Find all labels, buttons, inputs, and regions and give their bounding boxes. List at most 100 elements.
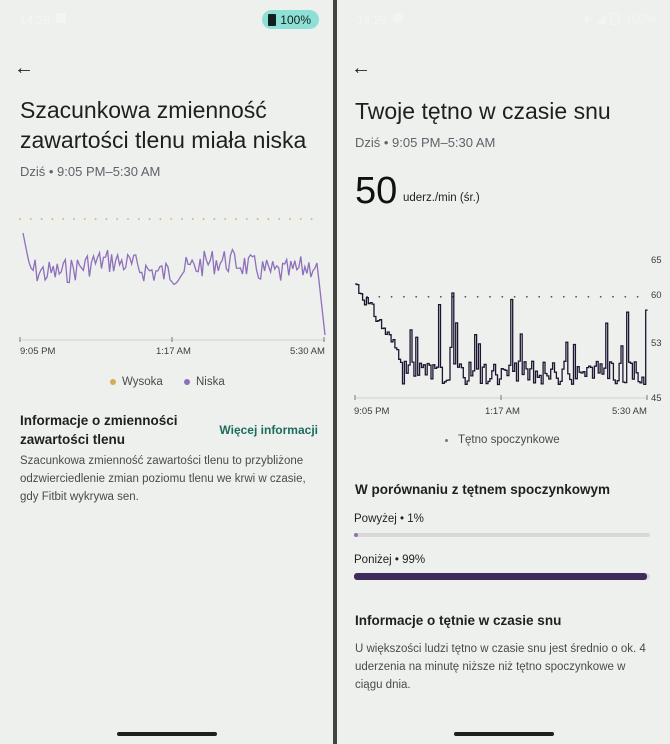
status-bar: 14:29 ▾ ◢ 100% [337,0,670,40]
y-tick-label: 45 [651,393,662,404]
page-subtitle: Dziś • 9:05 PM–5:30 AM [355,135,496,150]
threshold-dot [224,218,227,220]
battery-icon [611,13,620,25]
legend-dot [110,379,116,385]
threshold-dot [94,218,97,220]
comparison-title: W porównaniu z tętnem spoczynkowym [355,482,611,497]
wifi-icon: ▾ [584,12,591,26]
resting-dot [476,295,479,298]
oxygen-line [22,232,326,336]
threshold-dot [105,218,108,220]
threshold-dot [202,218,205,220]
resting-dot [575,295,577,298]
legend-dot [445,438,448,442]
threshold-dot [267,218,270,220]
threshold-dot [235,218,237,220]
status-bar: 14:28 100% [0,0,333,40]
threshold-dot [19,218,21,220]
threshold-dot [137,218,140,220]
page-title: Twoje tętno w czasie snu [355,98,611,124]
resting-dot [562,295,565,298]
heart-rate-line [355,283,648,386]
resting-dot [501,295,504,298]
above-bar [354,533,650,537]
status-time: 14:29 [357,13,388,27]
resting-dot [599,295,602,298]
resting-dot [464,295,467,298]
x-tick-label: 1:17 AM [156,346,191,357]
threshold-dot [51,218,54,220]
resting-dot [624,295,627,298]
resting-dot [636,295,639,298]
threshold-dot [191,218,194,220]
legend-label: Wysoka [122,376,163,388]
resting-dot [538,295,541,298]
sleep-heart-rate-chart [354,283,648,400]
threshold-dot [40,218,43,220]
more-info-link[interactable]: Więcej informacji [219,423,318,437]
resting-dot [513,295,516,298]
threshold-dot [245,218,248,220]
page-subtitle: Dziś • 9:05 PM–5:30 AM [20,164,161,179]
threshold-dot [256,218,259,220]
notification-icon [393,13,403,23]
info-title: Informacje o zmienności zawartości tlenu [20,413,178,447]
threshold-dot [310,218,313,220]
x-tick-label: 5:30 AM [612,406,647,417]
resting-dot [390,295,393,298]
threshold-dot [73,218,75,220]
threshold-dot [83,218,86,220]
status-icons: ▾ ◢ 100% [584,12,656,26]
x-tick-label: 9:05 PM [354,406,390,417]
resting-dot [403,295,405,298]
resting-rate-line [366,295,639,298]
resting-dot [489,295,491,298]
legend-high: Wysoka [110,376,163,388]
legend-label: Tętno spoczynkowe [458,434,560,446]
threshold-dot [278,218,281,220]
oxygen-variation-chart [19,218,326,342]
below-bar-fill [354,573,648,580]
left-screen: 14:28 100% ← Szacunkowa zmienność zawart… [0,0,333,744]
y-tick-label: 60 [651,290,662,301]
resting-dot [587,295,590,298]
resting-dot [526,295,528,298]
resting-dot [378,295,381,298]
threshold-dot [213,218,216,220]
battery-pill: 100% [262,10,319,29]
battery-icon [268,13,277,26]
above-label: Powyżej • 1% [354,513,424,525]
above-bar-fill [354,533,358,537]
below-label: Poniżej • 99% [354,554,426,566]
legend-label: Niska [196,376,225,388]
high-threshold-dots [19,218,313,220]
average-heart-rate: 50 [355,170,398,212]
notification-icon [56,13,66,23]
legend-dot [184,379,190,385]
back-arrow-icon[interactable]: ← [14,57,34,79]
back-arrow-icon[interactable]: ← [351,57,371,79]
page-title: Szacunkowa zmienność zawartości tlenu mi… [20,97,307,153]
below-bar [354,573,650,580]
battery-level: 100% [625,12,656,26]
resting-dot [415,295,418,298]
battery-level: 100% [280,12,311,27]
x-tick-label: 1:17 AM [485,406,520,417]
resting-dot [427,295,430,298]
gesture-bar[interactable] [116,732,217,736]
info-title: Informacje o tętnie w czasie snu [355,613,562,628]
threshold-dot [170,218,173,220]
resting-dot [439,295,442,298]
threshold-dot [181,218,183,220]
gesture-bar[interactable] [453,732,554,736]
threshold-dot [127,218,129,220]
threshold-dot [159,218,162,220]
threshold-dot [289,218,291,220]
info-body: U większości ludzi tętno w czasie snu je… [355,643,646,691]
threshold-dot [148,218,151,220]
signal-icon: ◢ [596,12,606,26]
resting-dot [612,295,614,298]
threshold-dot [62,218,65,220]
status-time: 14:28 [20,13,51,27]
x-tick-label: 9:05 PM [20,346,56,357]
